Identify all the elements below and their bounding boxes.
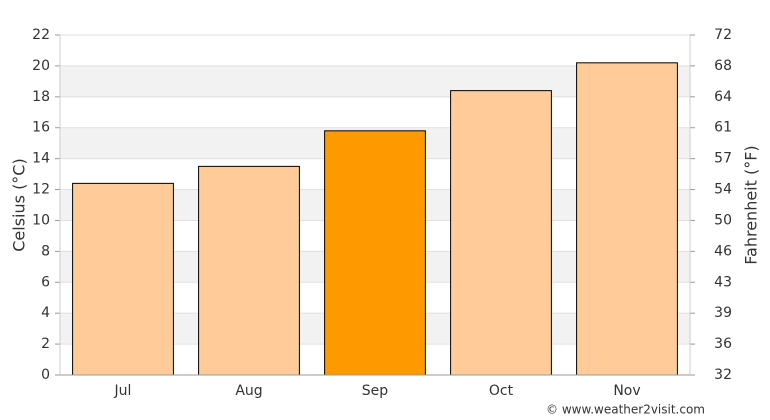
y2-tick-label: 39	[714, 305, 732, 321]
y2-tick-label: 57	[714, 151, 732, 167]
x-tick-label: Oct	[489, 383, 514, 399]
y2-tick-label: 43	[714, 274, 732, 290]
y-tick-label: 10	[32, 212, 50, 228]
y-tick-label: 4	[41, 305, 50, 321]
x-tick-label: Jul	[114, 383, 132, 399]
y-tick-label: 14	[32, 151, 50, 167]
y-tick-label: 20	[32, 58, 50, 74]
y2-tick-label: 46	[714, 243, 732, 259]
y-tick-label: 6	[41, 274, 50, 290]
x-tick-label: Sep	[362, 383, 389, 399]
bar	[72, 182, 174, 376]
source: © www.weather2visit.com	[546, 403, 705, 417]
y-tick-label: 18	[32, 89, 50, 105]
y-axis-label: Celsius (°C)	[10, 158, 29, 251]
bar	[324, 130, 426, 376]
y-tick-label: 8	[41, 243, 50, 259]
y2-tick-label: 32	[714, 367, 732, 383]
bar	[198, 165, 300, 376]
y2-axis-label: Fahrenheit (°F)	[742, 145, 761, 264]
x-tick-label: Nov	[613, 383, 640, 399]
y-tick-label: 2	[41, 336, 50, 352]
x-tick-label: Aug	[235, 383, 262, 399]
y2-tick-label: 72	[714, 27, 732, 43]
y2-tick-label: 64	[714, 89, 732, 105]
y2-tick-label: 61	[714, 120, 732, 136]
bar	[450, 90, 552, 376]
y2-tick-label: 68	[714, 58, 732, 74]
y2-tick-label: 50	[714, 212, 732, 228]
y-tick-label: 16	[32, 120, 50, 136]
y2-tick-label: 36	[714, 336, 732, 352]
y-tick-label: 12	[32, 182, 50, 198]
y-tick-label: 0	[41, 367, 50, 383]
bar	[576, 62, 678, 376]
y-tick-label: 22	[32, 27, 50, 43]
y2-tick-label: 54	[714, 182, 732, 198]
